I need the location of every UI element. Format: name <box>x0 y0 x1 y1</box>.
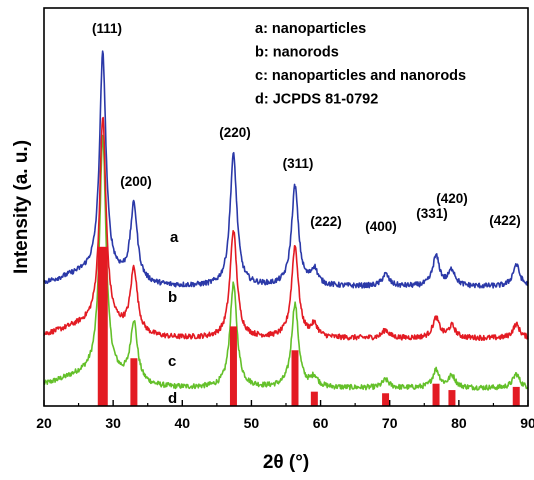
reference-bar <box>291 350 299 406</box>
x-tick-label: 30 <box>105 415 121 431</box>
reference-bars-layer <box>97 246 520 406</box>
x-axis-title: 2θ (°) <box>263 452 309 473</box>
x-tick-label: 50 <box>244 415 260 431</box>
reference-bar <box>229 326 237 406</box>
x-tick-label: 20 <box>36 415 52 431</box>
x-ticks-layer: 20 30 40 50 60 70 80 90 <box>36 400 534 431</box>
series-b-line <box>43 116 529 341</box>
legend-entry: b: nanorods <box>255 45 339 61</box>
peak-labels-layer: (111) (200) (220) (311) (222) (400) (331)(420)… <box>92 21 521 234</box>
peak-label: (220) <box>219 125 251 140</box>
curve-label-b: b <box>168 289 177 306</box>
legend-entry: a: nanoparticles <box>255 21 366 37</box>
x-tick-label: 60 <box>313 415 329 431</box>
series-c-line <box>43 134 529 391</box>
x-tick-label: 80 <box>451 415 467 431</box>
peak-label: (420) <box>436 191 468 206</box>
curve-label-d: d <box>168 390 177 407</box>
peak-label: (200) <box>120 174 152 189</box>
series-a-line <box>43 50 529 289</box>
peak-label: (222) <box>310 214 342 229</box>
curve-label-a: a <box>170 229 179 246</box>
legend-entry: d: JCPDS 81-0792 <box>255 92 378 108</box>
curves-layer <box>43 50 529 391</box>
peak-label: (422) <box>489 213 521 228</box>
reference-bar <box>97 246 108 406</box>
curve-labels-layer: a b c d <box>168 229 179 407</box>
reference-bar <box>310 391 318 406</box>
y-axis-title: Intensity (a. u.) <box>11 140 32 274</box>
legend: a: nanoparticles b: nanorods c: nanopartic… <box>255 21 466 108</box>
x-tick-label: 70 <box>382 415 398 431</box>
peak-label: (331) <box>416 206 448 221</box>
peak-label: (311) <box>283 156 314 171</box>
x-tick-label: 40 <box>174 415 190 431</box>
x-tick-label: 90 <box>520 415 534 431</box>
reference-bar <box>448 390 456 406</box>
peak-label: (111) <box>92 21 122 36</box>
legend-entry: c: nanoparticles and nanorods <box>255 68 466 84</box>
reference-bar <box>382 393 390 406</box>
peak-label: (400) <box>365 219 397 234</box>
reference-bar <box>130 358 138 406</box>
curve-label-c: c <box>168 353 176 370</box>
reference-bar <box>512 386 520 406</box>
reference-bar <box>432 383 440 406</box>
